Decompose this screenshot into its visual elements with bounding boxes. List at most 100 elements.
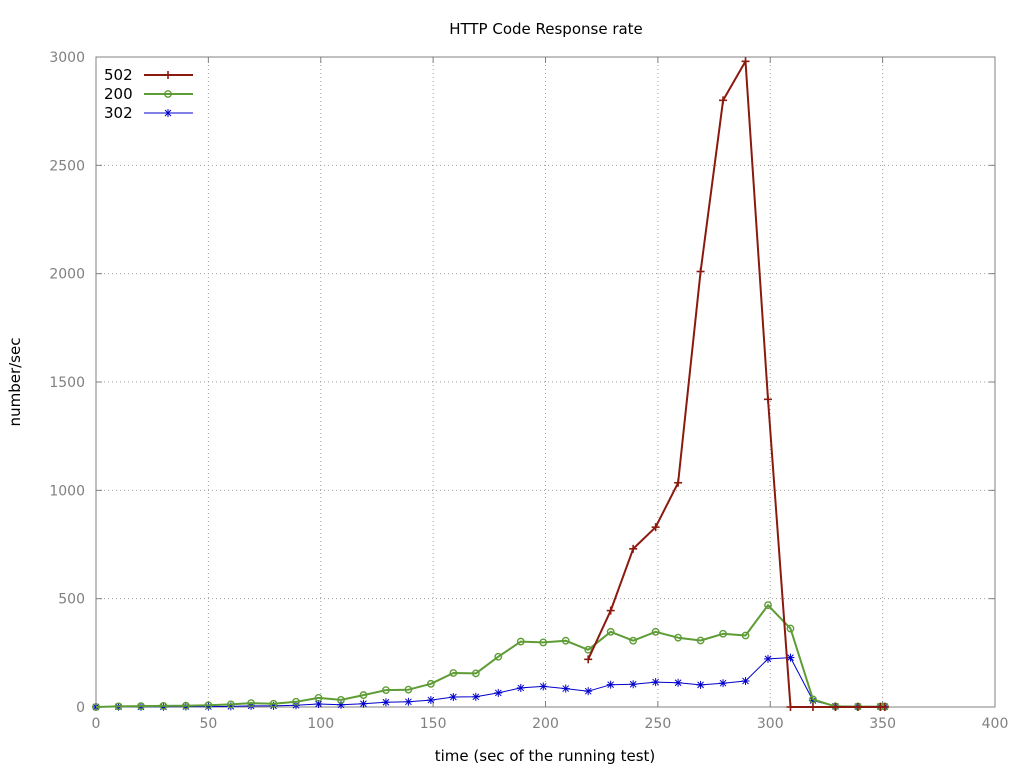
data-point-502 (719, 96, 728, 105)
legend-item-200: 200 (104, 85, 193, 103)
data-point-502 (853, 703, 862, 711)
data-point-200 (181, 701, 190, 710)
axis-ticks: 0 50 100 150 200 250 300 350 400 0 500 1000 1500 2000… (49, 50, 1008, 732)
data-point-200 (247, 699, 255, 707)
x-tick-label: 250 (645, 716, 672, 732)
data-point-502 (808, 703, 817, 711)
data-point-502 (831, 703, 840, 711)
data-point-302 (764, 654, 773, 663)
y-tick-label: 0 (76, 700, 85, 716)
y-tick-label: 500 (58, 592, 85, 608)
series-group (92, 57, 889, 711)
data-point-502 (786, 703, 795, 711)
data-point-200 (314, 694, 323, 702)
legend-item-302: 302 (104, 104, 193, 122)
data-point-200 (137, 702, 145, 711)
data-point-200 (809, 695, 817, 704)
data-point-502 (584, 655, 593, 664)
legend-item-502: 502 (104, 66, 193, 84)
series-502 (584, 57, 889, 711)
y-tick-label: 1000 (49, 483, 85, 499)
x-axis-label: time (sec of the running test) (435, 747, 656, 765)
data-point-200 (696, 636, 705, 645)
data-point-502 (629, 544, 638, 553)
x-tick-label: 0 (92, 716, 101, 732)
data-point-502 (764, 395, 773, 404)
data-point-200 (382, 686, 390, 694)
data-point-200 (494, 652, 503, 661)
legend-label: 200 (104, 85, 133, 103)
series-line-302 (95, 657, 885, 708)
chart-title: HTTP Code Response rate (449, 20, 643, 38)
data-point-502 (674, 478, 683, 487)
series-line-200 (95, 604, 885, 708)
data-point-302 (426, 696, 435, 705)
series-line-502 (587, 60, 885, 708)
data-point-302 (449, 693, 458, 702)
data-point-502 (696, 267, 705, 276)
data-point-200 (404, 685, 413, 694)
x-tick-label: 400 (982, 716, 1009, 732)
data-point-302 (629, 680, 638, 689)
data-point-302 (381, 698, 390, 707)
x-tick-label: 50 (199, 716, 217, 732)
data-point-302 (674, 678, 683, 687)
x-tick-label: 100 (307, 716, 334, 732)
data-point-200 (337, 695, 345, 704)
legend-label: 502 (104, 66, 133, 84)
data-point-200 (159, 702, 168, 710)
data-point-200 (674, 633, 683, 642)
data-point-200 (786, 624, 795, 633)
data-point-200 (449, 669, 458, 677)
x-tick-label: 150 (420, 716, 447, 732)
data-point-200 (359, 691, 368, 699)
data-point-200 (741, 631, 750, 640)
y-tick-label: 3000 (49, 50, 85, 66)
data-point-302 (606, 680, 615, 689)
data-point-200 (426, 679, 435, 688)
y-tick-label: 1500 (49, 375, 85, 391)
data-point-200 (651, 627, 660, 636)
data-point-200 (114, 702, 123, 711)
data-point-302 (404, 697, 413, 706)
data-point-200 (764, 601, 772, 610)
series-200 (92, 601, 889, 711)
y-axis-label: number/sec (6, 338, 24, 427)
data-point-200 (292, 697, 300, 706)
data-point-302 (651, 678, 660, 687)
data-point-200 (471, 669, 480, 678)
data-point-200 (629, 636, 638, 645)
data-point-200 (719, 629, 727, 638)
data-point-302 (494, 688, 503, 697)
x-tick-label: 300 (757, 716, 784, 732)
data-point-200 (269, 699, 278, 708)
data-point-502 (606, 606, 615, 615)
data-point-200 (92, 703, 100, 711)
data-point-200 (584, 645, 593, 654)
legend-marker-302 (164, 109, 172, 117)
data-point-200 (516, 637, 525, 646)
data-point-200 (539, 638, 548, 647)
data-point-302 (539, 682, 548, 691)
data-point-302 (561, 684, 570, 693)
data-point-200 (561, 636, 570, 645)
data-point-502 (651, 523, 660, 532)
data-point-200 (226, 700, 235, 709)
legend-marker-200 (164, 90, 172, 98)
legend-label: 302 (104, 104, 133, 122)
y-tick-label: 2000 (49, 267, 85, 283)
data-point-302 (584, 687, 593, 696)
data-point-502 (880, 703, 889, 711)
x-tick-label: 350 (869, 716, 896, 732)
data-point-502 (741, 57, 750, 66)
y-tick-label: 2500 (49, 158, 85, 174)
legend-marker-502 (164, 71, 172, 79)
data-point-302 (696, 680, 705, 689)
data-point-302 (471, 692, 480, 701)
data-point-200 (606, 627, 615, 636)
data-point-302 (314, 699, 323, 708)
data-point-302 (741, 677, 750, 685)
